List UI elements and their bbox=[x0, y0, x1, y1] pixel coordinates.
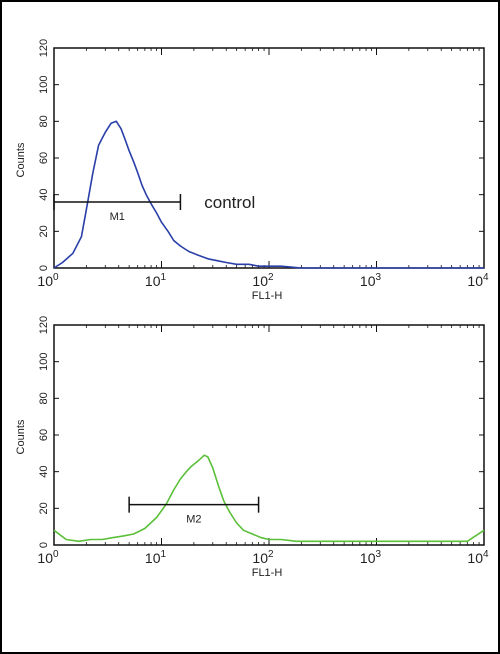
y-tick-label: 0 bbox=[38, 542, 50, 548]
x-tick-label: 101 bbox=[145, 549, 167, 566]
x-tick-label: 103 bbox=[360, 549, 382, 566]
histogram-sample: 0 20 40 60 80 100 120 100 101 102 103 104 FL1-H Count… bbox=[15, 316, 489, 579]
histogram-control: 0 20 40 60 80 100 120 100 101 102 103 104 FL1-H Count… bbox=[15, 39, 489, 302]
y-tick-label: 60 bbox=[38, 152, 50, 164]
y-tick-label: 120 bbox=[38, 39, 50, 57]
y-tick-label: 40 bbox=[38, 466, 50, 478]
histogram-line bbox=[53, 120, 484, 269]
y-tick-label: 40 bbox=[38, 189, 50, 201]
gate-label: M1 bbox=[110, 211, 125, 223]
x-tick-label: 104 bbox=[467, 272, 489, 289]
y-tick-label: 80 bbox=[38, 115, 50, 127]
y-tick-label: 20 bbox=[38, 225, 50, 237]
x-tick-label: 102 bbox=[252, 549, 274, 566]
y-axis-title: Counts bbox=[15, 142, 27, 177]
x-tick-label: 103 bbox=[360, 272, 382, 289]
y-tick-label: 80 bbox=[38, 392, 50, 404]
x-axis-title: FL1-H bbox=[252, 567, 283, 579]
y-tick-label: 120 bbox=[38, 316, 50, 334]
x-tick-label: 100 bbox=[37, 272, 59, 289]
y-tick-label: 60 bbox=[38, 429, 50, 441]
y-axis-title: Counts bbox=[15, 419, 27, 454]
plot-frame bbox=[53, 47, 485, 269]
x-tick-label: 100 bbox=[37, 549, 59, 566]
x-axis-title: FL1-H bbox=[252, 290, 283, 302]
y-tick-label: 20 bbox=[38, 502, 50, 514]
gate-label: M2 bbox=[186, 514, 201, 526]
y-tick-label: 100 bbox=[38, 352, 50, 370]
x-tick-label: 101 bbox=[145, 272, 167, 289]
annotation-label: control bbox=[204, 193, 255, 212]
x-tick-label: 104 bbox=[467, 549, 489, 566]
histogram-line bbox=[53, 454, 485, 543]
y-tick-label: 0 bbox=[38, 265, 50, 271]
x-tick-label: 102 bbox=[252, 272, 274, 289]
plot-frame bbox=[53, 324, 485, 546]
y-tick-label: 100 bbox=[38, 75, 50, 93]
